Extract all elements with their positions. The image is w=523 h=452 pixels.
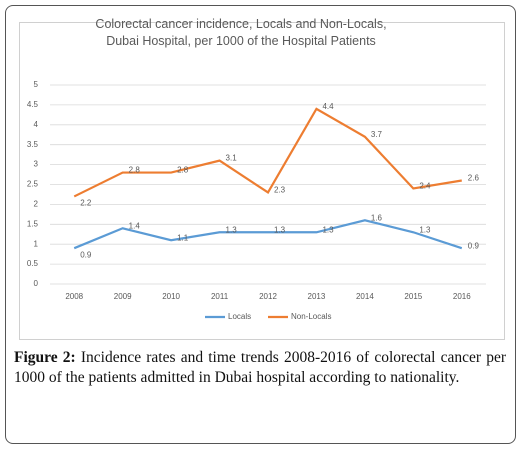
data-label: 1.1 [177, 233, 189, 242]
data-label: 1.4 [129, 221, 141, 230]
y-tick-label: 2.5 [27, 180, 39, 189]
caption-text: Incidence rates and time trends 2008-201… [14, 349, 507, 386]
figure-frame [5, 5, 516, 444]
y-tick-label: 4.5 [27, 100, 39, 109]
data-label: 1.3 [419, 225, 431, 234]
y-tick-label: 3.5 [27, 140, 39, 149]
data-label: 1.3 [226, 225, 238, 234]
legend-label: Locals [228, 312, 251, 321]
data-label: 0.9 [468, 241, 480, 250]
x-tick-label: 2011 [211, 292, 229, 301]
data-label: 2.3 [274, 186, 286, 195]
data-label: 0.9 [80, 250, 92, 259]
y-tick-label: 0 [34, 279, 39, 288]
data-label: 4.4 [322, 102, 334, 111]
series-line [73, 219, 463, 250]
x-tick-label: 2010 [162, 292, 180, 301]
data-label: 2.8 [177, 166, 189, 175]
y-tick-label: 0.5 [27, 259, 39, 268]
caption: Figure 2: Incidence rates and time trend… [14, 348, 506, 388]
y-tick-label: 1 [34, 239, 39, 248]
legend-label: Non-Locals [291, 312, 331, 321]
y-tick-label: 5 [34, 80, 39, 89]
x-tick-label: 2009 [114, 292, 132, 301]
y-tick-label: 4 [34, 120, 39, 129]
data-label: 1.6 [371, 213, 383, 222]
data-label: 3.1 [226, 154, 238, 163]
data-label: 2.6 [468, 174, 480, 183]
y-tick-label: 3 [34, 160, 39, 169]
data-label: 1.3 [322, 225, 334, 234]
x-tick-label: 2016 [453, 292, 471, 301]
data-label: 2.4 [419, 182, 431, 191]
series-line [73, 107, 462, 198]
x-tick-label: 2008 [65, 292, 83, 301]
data-label: 2.2 [80, 199, 92, 208]
data-label: 1.3 [274, 225, 286, 234]
y-tick-label: 2 [34, 200, 39, 209]
caption-label: Figure 2: [14, 349, 76, 366]
x-tick-label: 2014 [356, 292, 374, 301]
chart-title: Colorectal cancer incidence, Locals and … [95, 17, 387, 48]
y-tick-label: 1.5 [27, 219, 39, 228]
chart-frame [19, 22, 505, 340]
data-label: 2.8 [129, 166, 141, 175]
data-label: 3.7 [371, 130, 383, 139]
x-tick-label: 2012 [259, 292, 277, 301]
x-tick-label: 2013 [308, 292, 326, 301]
x-tick-label: 2015 [404, 292, 422, 301]
